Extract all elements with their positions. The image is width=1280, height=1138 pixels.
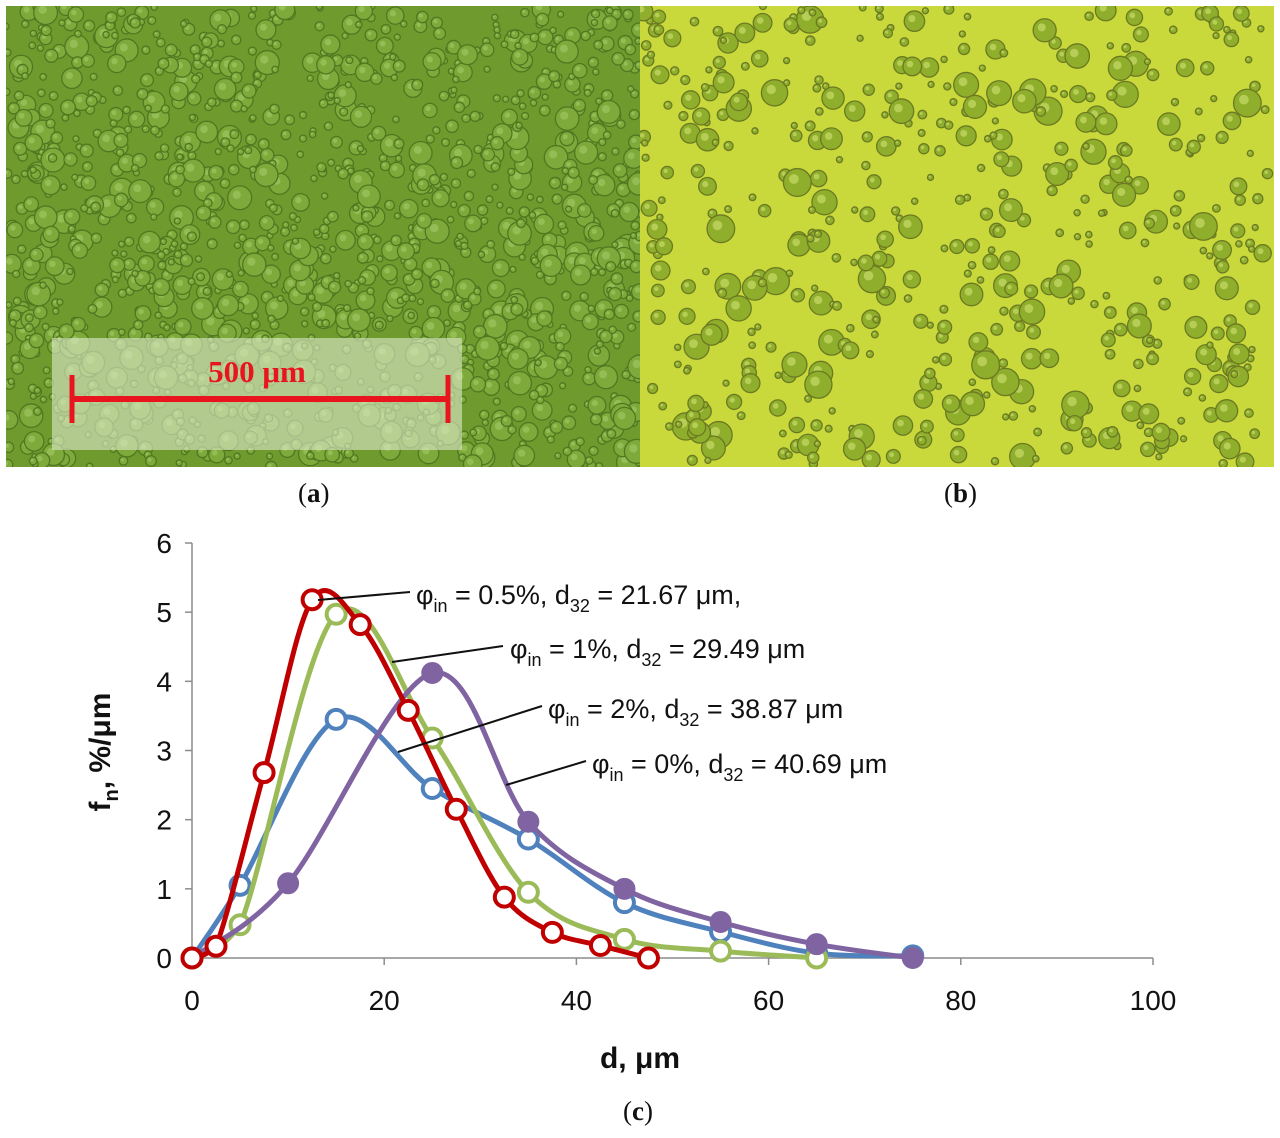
data-point — [636, 946, 660, 970]
droplets — [6, 6, 640, 467]
y-tick-label: 2 — [156, 805, 172, 836]
caption-c-close: ) — [643, 1096, 653, 1126]
chart-series — [180, 588, 925, 970]
data-point — [396, 698, 420, 722]
y-axis-label-main: f — [84, 800, 117, 811]
caption-a: (a) — [298, 478, 330, 509]
data-point — [516, 880, 540, 904]
scale-bar-label: 500 μm — [208, 354, 306, 389]
data-point — [180, 946, 204, 970]
y-axis-label-rest: , %/μm — [84, 693, 117, 790]
data-point — [444, 797, 468, 821]
data-point — [324, 602, 348, 626]
droplets — [640, 6, 1274, 467]
data-point — [588, 934, 612, 958]
data-point — [277, 872, 300, 895]
caption-c-open: ( — [623, 1096, 632, 1126]
data-point — [420, 777, 444, 801]
micrograph-b-image — [640, 6, 1274, 467]
data-point — [324, 707, 348, 731]
data-point — [421, 662, 444, 685]
annotation-text: φin = 2%, d32 = 38.87 μm — [548, 694, 843, 730]
annotation-leader — [505, 760, 587, 786]
x-tick-label: 20 — [369, 985, 400, 1016]
annotation-1: φin = 1%, d32 = 29.49 μm — [391, 634, 805, 670]
x-tick-label: 60 — [753, 985, 784, 1016]
caption-c: (c) — [623, 1096, 653, 1127]
caption-a-open: ( — [298, 478, 307, 508]
annotation-2: φin = 2%, d32 = 38.87 μm — [397, 694, 843, 753]
scale-bar-box — [52, 338, 462, 450]
x-axis-label: d, μm — [600, 1042, 680, 1075]
y-tick-label: 3 — [156, 736, 172, 767]
caption-a-letter: a — [307, 478, 321, 508]
y-tick-label: 6 — [156, 528, 172, 559]
data-point — [612, 927, 636, 951]
x-tick-label: 80 — [945, 985, 976, 1016]
annotation-leader — [391, 645, 504, 663]
annotation-text: φin = 1%, d32 = 29.49 μm — [510, 634, 805, 670]
annotation-text: φin = 0.5%, d32 = 21.67 μm, — [416, 580, 741, 616]
scale-bar — [69, 375, 451, 423]
annotation-leader — [317, 591, 411, 601]
data-point — [805, 933, 828, 956]
annotation-leader — [397, 705, 543, 753]
caption-a-close: ) — [320, 478, 330, 508]
data-point — [709, 911, 732, 934]
x-tick-label: 100 — [1130, 985, 1177, 1016]
y-tick-label: 5 — [156, 597, 172, 628]
y-tick-label: 0 — [156, 943, 172, 974]
data-point — [204, 934, 228, 958]
y-tick-label: 4 — [156, 666, 172, 697]
data-point — [492, 885, 516, 909]
data-point — [709, 939, 733, 963]
data-point — [517, 810, 540, 833]
y-tick-label: 1 — [156, 874, 172, 905]
series-3 — [180, 588, 660, 970]
caption-b: (b) — [944, 478, 977, 509]
series-line — [190, 606, 817, 961]
y-axis-label-sub: n — [101, 789, 123, 801]
chart-annotations: φin = 0.5%, d32 = 21.67 μm, φin = 1%, d32… — [317, 580, 887, 786]
micrograph-b — [640, 6, 1274, 467]
micrograph-a: 500 μm — [6, 6, 640, 467]
data-point — [252, 761, 276, 785]
data-point — [348, 613, 372, 637]
caption-c-letter: c — [632, 1096, 644, 1126]
caption-b-open: ( — [944, 478, 953, 508]
caption-b-letter: b — [953, 478, 969, 508]
data-point — [613, 877, 636, 900]
x-tick-label: 40 — [561, 985, 592, 1016]
annotation-3: φin = 0%, d32 = 40.69 μm — [505, 749, 887, 786]
data-point — [901, 947, 924, 969]
micrograph-a-image — [6, 6, 640, 467]
annotation-0: φin = 0.5%, d32 = 21.67 μm, — [317, 580, 741, 616]
data-point — [540, 920, 564, 944]
x-tick-label: 0 — [184, 985, 200, 1016]
caption-b-close: ) — [968, 478, 978, 508]
annotation-text: φin = 0%, d32 = 40.69 μm — [592, 749, 887, 785]
y-axis-label: fn, %/μm — [84, 693, 123, 812]
